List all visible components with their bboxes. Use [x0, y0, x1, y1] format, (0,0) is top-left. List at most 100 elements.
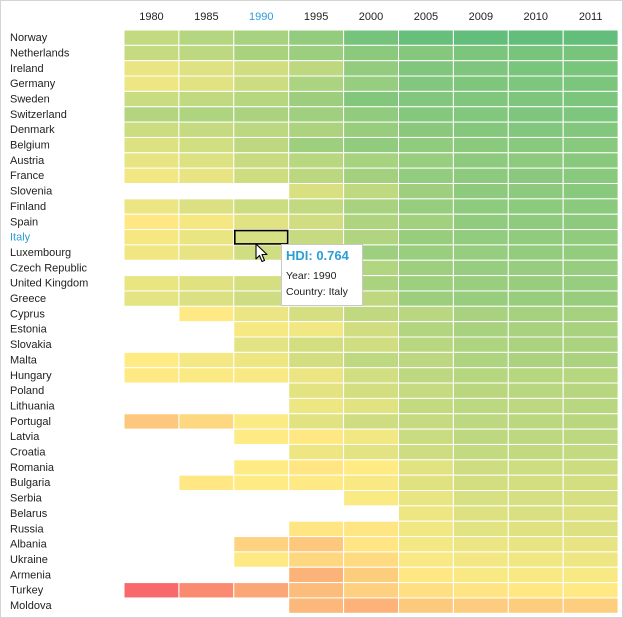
heatmap-cell[interactable]	[288, 582, 345, 599]
heatmap-cell[interactable]	[343, 183, 400, 200]
heatmap-cell[interactable]	[507, 351, 564, 369]
heatmap-cell[interactable]	[123, 29, 180, 46]
heatmap-cell[interactable]	[123, 167, 180, 184]
heatmap-cell[interactable]	[178, 106, 235, 123]
heatmap-cell[interactable]	[452, 106, 509, 123]
heatmap-cell[interactable]	[507, 75, 564, 92]
heatmap-cell[interactable]	[452, 367, 509, 384]
heatmap-cell[interactable]	[178, 167, 235, 184]
heatmap-cell[interactable]	[288, 167, 345, 184]
heatmap-cell[interactable]	[178, 582, 235, 599]
heatmap-cell[interactable]	[288, 60, 345, 77]
heatmap-cell[interactable]	[123, 106, 180, 123]
heatmap-cell[interactable]	[288, 321, 345, 338]
heatmap-cell[interactable]	[398, 566, 454, 584]
heatmap-cell[interactable]	[507, 582, 564, 599]
heatmap-cell[interactable]	[507, 474, 564, 491]
heatmap-cell[interactable]	[452, 397, 509, 415]
heatmap-cell[interactable]	[507, 382, 564, 399]
heatmap-cell[interactable]	[123, 90, 180, 108]
heatmap-cell[interactable]	[178, 198, 235, 215]
heatmap-cell[interactable]	[343, 136, 400, 154]
heatmap-cell[interactable]	[398, 259, 454, 277]
heatmap-cell[interactable]	[562, 259, 619, 277]
heatmap-cell[interactable]	[398, 244, 454, 261]
heatmap-cell[interactable]	[178, 213, 235, 231]
heatmap-cell[interactable]	[398, 382, 454, 399]
heatmap-cell[interactable]	[562, 582, 619, 599]
heatmap-cell[interactable]	[233, 582, 290, 599]
heatmap-cell[interactable]	[562, 244, 619, 261]
heatmap-cell[interactable]	[288, 229, 345, 246]
heatmap-cell[interactable]	[343, 44, 400, 62]
heatmap-cell[interactable]	[343, 551, 400, 568]
heatmap-cell[interactable]	[507, 259, 564, 277]
heatmap-cell[interactable]	[398, 505, 454, 522]
heatmap-cell[interactable]	[123, 275, 180, 292]
heatmap-cell[interactable]	[507, 90, 564, 108]
heatmap-cell[interactable]	[398, 213, 454, 231]
heatmap-cell[interactable]	[398, 520, 454, 538]
heatmap-cell[interactable]	[562, 183, 619, 200]
heatmap-cell[interactable]	[288, 520, 345, 538]
heatmap-cell[interactable]	[178, 229, 235, 246]
heatmap-cell[interactable]	[452, 305, 509, 323]
heatmap-cell[interactable]	[178, 29, 235, 46]
heatmap-cell[interactable]	[233, 44, 290, 62]
heatmap-cell[interactable]	[343, 443, 400, 461]
heatmap-cell[interactable]	[398, 428, 454, 445]
heatmap-cell[interactable]	[123, 582, 180, 599]
heatmap-cell[interactable]	[507, 336, 564, 353]
heatmap-cell[interactable]	[507, 443, 564, 461]
heatmap-cell[interactable]	[233, 29, 290, 46]
heatmap-cell[interactable]	[452, 183, 509, 200]
heatmap-cell[interactable]	[343, 336, 400, 353]
heatmap-cell[interactable]	[452, 167, 509, 184]
heatmap-cell[interactable]	[288, 305, 345, 323]
heatmap-cell[interactable]	[288, 428, 345, 445]
heatmap-cell[interactable]	[343, 75, 400, 92]
heatmap-cell[interactable]	[452, 351, 509, 369]
heatmap-cell[interactable]	[507, 60, 564, 77]
heatmap-cell[interactable]	[233, 351, 290, 369]
heatmap-cell[interactable]	[398, 551, 454, 568]
heatmap-cell[interactable]	[123, 121, 180, 138]
heatmap-cell[interactable]	[452, 321, 509, 338]
heatmap-cell[interactable]	[398, 275, 454, 292]
heatmap-cell[interactable]	[398, 106, 454, 123]
heatmap-cell[interactable]	[562, 229, 619, 246]
heatmap-cell[interactable]	[507, 183, 564, 200]
heatmap-cell[interactable]	[343, 29, 400, 46]
heatmap-cell[interactable]	[562, 60, 619, 77]
heatmap-cell[interactable]	[233, 213, 290, 231]
heatmap-cell[interactable]	[398, 459, 454, 476]
heatmap-cell[interactable]	[562, 336, 619, 353]
heatmap-cell[interactable]	[507, 397, 564, 415]
heatmap-cell[interactable]	[123, 244, 180, 261]
heatmap-cell[interactable]	[452, 60, 509, 77]
heatmap-cell[interactable]	[233, 367, 290, 384]
heatmap-cell[interactable]	[507, 505, 564, 522]
heatmap-cell[interactable]	[452, 582, 509, 599]
heatmap-cell[interactable]	[178, 90, 235, 108]
heatmap-cell[interactable]	[343, 413, 400, 430]
heatmap-cell[interactable]	[452, 413, 509, 430]
heatmap-cell[interactable]	[178, 121, 235, 138]
heatmap-cell[interactable]	[343, 367, 400, 384]
heatmap-cell[interactable]	[398, 397, 454, 415]
heatmap-cell[interactable]	[123, 413, 180, 430]
heatmap-cell[interactable]	[288, 136, 345, 154]
heatmap-cell[interactable]	[343, 536, 400, 553]
heatmap-cell[interactable]	[507, 229, 564, 246]
heatmap-cell[interactable]	[178, 244, 235, 261]
heatmap-cell[interactable]	[233, 336, 290, 353]
heatmap-cell[interactable]	[452, 459, 509, 476]
heatmap-cell[interactable]	[452, 259, 509, 277]
heatmap-cell[interactable]	[343, 167, 400, 184]
heatmap-cell[interactable]	[288, 597, 345, 614]
heatmap-cell[interactable]	[178, 75, 235, 92]
heatmap-cell[interactable]	[123, 198, 180, 215]
heatmap-cell[interactable]	[288, 536, 345, 553]
heatmap-cell[interactable]	[288, 551, 345, 568]
